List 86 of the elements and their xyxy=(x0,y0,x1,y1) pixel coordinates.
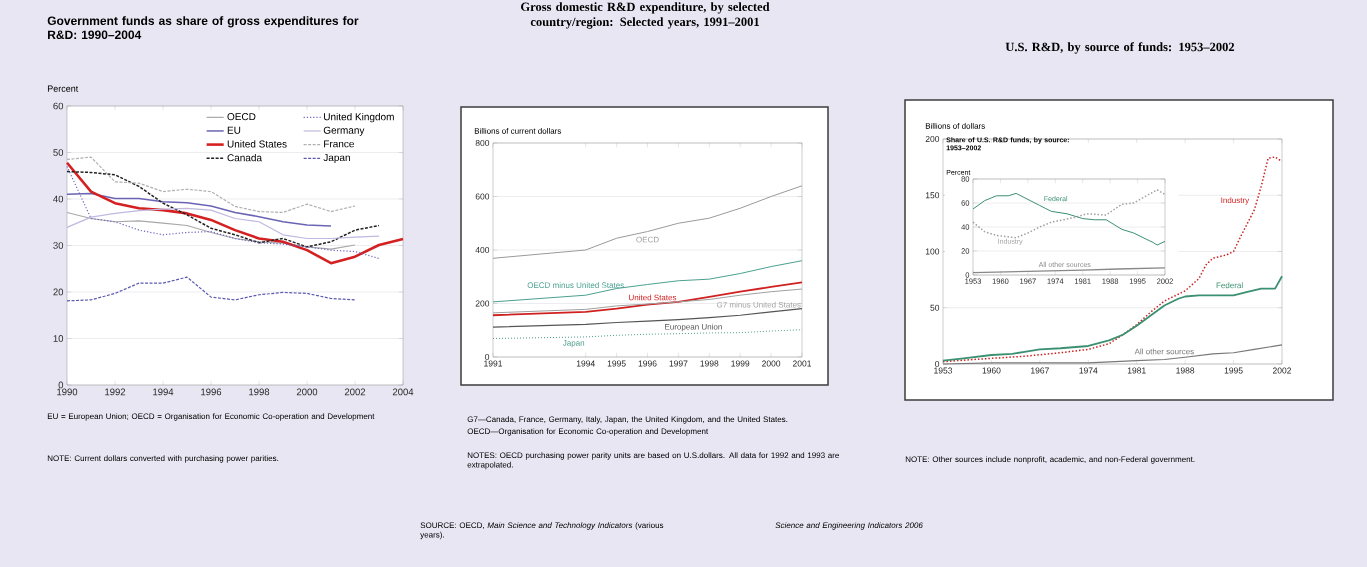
text: OECD—Organisation for Economic Co-operation and Development xyxy=(467,428,709,436)
y-tick-label: 800 xyxy=(475,140,490,147)
chart-title: Gross domestic R&D expenditure, by selected country/region: Selected years, 1991–2001 xyxy=(521,2,770,29)
y-tick-label: 60 xyxy=(53,102,64,110)
line-series xyxy=(972,189,1166,239)
y-axis-title: Percent xyxy=(47,85,79,92)
line-series xyxy=(492,288,803,314)
y-tick-label: 0 xyxy=(935,360,940,367)
legend-label: OECD xyxy=(227,113,256,121)
y-tick-label: 100 xyxy=(925,248,940,255)
x-tick-label: 2002 xyxy=(344,388,366,396)
legend-label: United States xyxy=(227,140,287,148)
x-tick-label: 2002 xyxy=(1272,367,1292,374)
series-label: All other sources xyxy=(1134,348,1194,355)
x-tick-label: 1967 xyxy=(1031,367,1049,374)
x-tick-label: 2000 xyxy=(296,388,318,396)
legend-label: Canada xyxy=(227,153,263,162)
line-series xyxy=(66,207,380,240)
series-label: European Union xyxy=(665,323,722,332)
line-series xyxy=(492,281,803,317)
y-tick-label: 150 xyxy=(925,192,940,199)
x-tick-label: 2004 xyxy=(392,388,414,396)
y-tick-label: 30 xyxy=(53,242,64,249)
x-tick-label: 1996 xyxy=(201,388,222,396)
y-tick-label: 50 xyxy=(930,304,940,311)
x-tick-label: 1996 xyxy=(638,360,657,367)
y-axis-title: Billions of dollars xyxy=(925,122,985,129)
x-tick-label: 1998 xyxy=(249,388,270,396)
y-tick-label: 50 xyxy=(53,149,64,156)
x-tick-label: 1988 xyxy=(1176,367,1195,374)
line-series xyxy=(942,156,1283,363)
series-label: OECD minus United States xyxy=(527,282,624,288)
x-tick-label: 1953 xyxy=(934,367,953,374)
x-tick-label: 1997 xyxy=(669,360,688,367)
y-tick-label: 200 xyxy=(925,135,940,142)
series-label: OECD xyxy=(636,236,659,243)
y-tick-label: 10 xyxy=(53,335,64,342)
legend-label: United Kingdom xyxy=(324,112,394,123)
series-label: United States xyxy=(629,294,677,301)
series-label: G7 minus United States xyxy=(716,301,801,308)
x-tick-label: 2000 xyxy=(762,360,781,367)
line-series xyxy=(492,185,803,259)
x-tick-label: 1981 xyxy=(1127,367,1146,374)
text: SOURCE: OECD, Main Science and Technology Indicators (various years). xyxy=(420,522,664,540)
series-label: Japan xyxy=(562,340,585,348)
chart-title: Government funds as share of gross expenditures for R&D: 1990–2004 xyxy=(47,16,359,39)
legend-label: Japan xyxy=(323,154,350,164)
line-series xyxy=(66,165,380,260)
line-series xyxy=(66,156,356,214)
text: NOTE: Other sources include nonprofit, academic, and non-Federal government. xyxy=(905,456,1195,464)
line-series xyxy=(66,170,380,248)
y-tick-label: 400 xyxy=(475,246,490,253)
x-tick-label: 1994 xyxy=(153,388,174,396)
chart-title: U.S. R&D, by source of funds: 1953–2002 xyxy=(1005,42,1235,54)
x-tick-label: 1995 xyxy=(607,360,626,367)
y-tick-label: 0 xyxy=(58,381,64,389)
x-tick-label: 1992 xyxy=(105,388,126,396)
y-axis-title: Billions of current dollars xyxy=(474,127,562,134)
legend-label: EU xyxy=(227,126,241,134)
y-tick-label: 600 xyxy=(475,193,490,200)
line-series xyxy=(66,276,356,302)
text: EU = European Union; OECD = Organisation for Economic Co-operation and Development xyxy=(47,413,375,421)
text: G7—Canada, France, Germany, Italy, Japan, the United Kingdom, and the United States. xyxy=(467,416,788,424)
legend-label: Germany xyxy=(323,126,365,136)
y-tick-label: 0 xyxy=(485,353,490,360)
x-tick-label: 1995 xyxy=(1224,367,1243,374)
text: Science and Engineering Indicators 2006 xyxy=(775,522,923,530)
x-tick-label: 1974 xyxy=(1079,367,1098,374)
x-tick-label: 2001 xyxy=(792,360,812,367)
text: NOTES: OECD purchasing power parity units are based on U.S.dollars. All data for 1992 and 1993 are extrapolated. xyxy=(467,452,839,470)
x-tick-label: 1999 xyxy=(731,360,750,367)
text: NOTE: Current dollars converted with purchasing power parities. xyxy=(47,455,279,463)
x-tick-label: 1994 xyxy=(576,360,595,367)
series-label: Federal xyxy=(1216,282,1243,289)
series-label: Industry xyxy=(1221,197,1250,205)
x-tick-label: 1990 xyxy=(57,388,78,396)
x-tick-label: 1991 xyxy=(484,360,503,367)
y-tick-label: 200 xyxy=(475,300,490,307)
line-series xyxy=(492,260,803,303)
legend-label: France xyxy=(324,140,354,148)
line-series xyxy=(65,161,405,265)
y-tick-label: 20 xyxy=(53,288,64,296)
x-tick-label: 1960 xyxy=(982,367,1001,374)
x-tick-label: 1998 xyxy=(700,360,719,367)
line-series xyxy=(66,211,356,250)
y-tick-label: 40 xyxy=(53,195,64,203)
